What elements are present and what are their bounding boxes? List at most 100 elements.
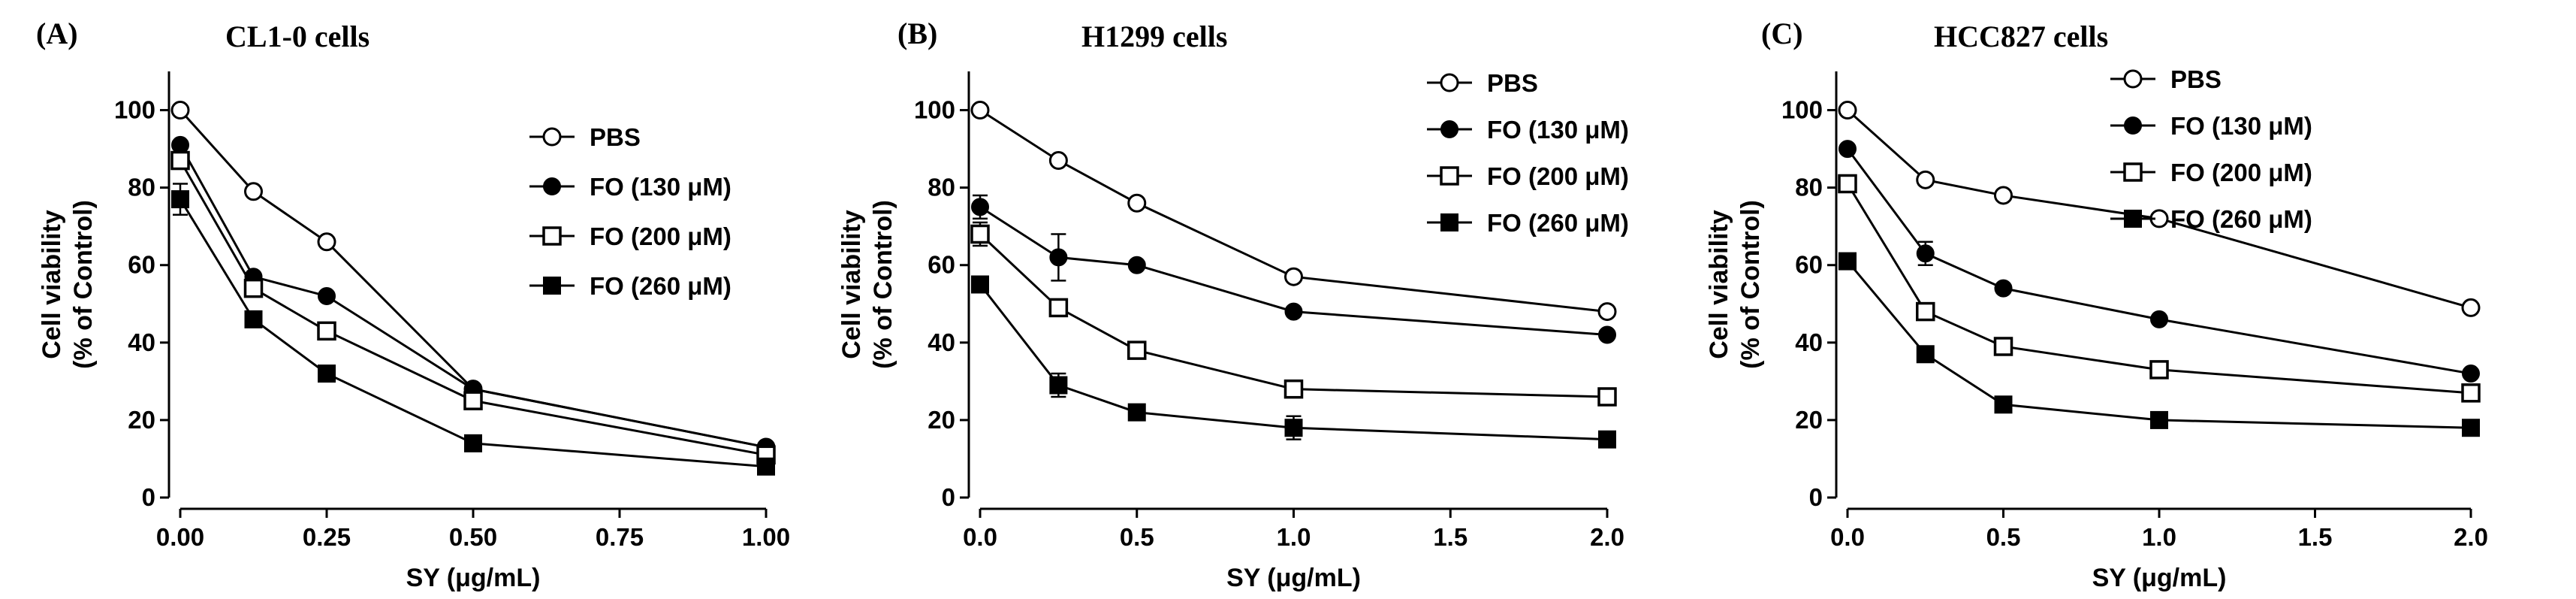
panel-label: (C) xyxy=(1761,17,1803,50)
data-point xyxy=(2149,360,2169,380)
data-point xyxy=(1597,302,1617,322)
data-point xyxy=(1284,267,1303,286)
data-point xyxy=(1049,376,1068,395)
legend-entry: PBS xyxy=(2110,65,2222,93)
x-tick-label: 1.00 xyxy=(742,523,790,551)
x-tick-label: 0.50 xyxy=(449,523,497,551)
panel-b: (B) H1299 cells 0 20 40 60 80 100 0.0 0.5 1.0 1.5 2.… xyxy=(837,17,1629,592)
legend-entry: FO (200 μM) xyxy=(529,222,731,250)
data-point xyxy=(1283,379,1304,399)
x-axis-title: SY (μg/mL) xyxy=(2092,564,2227,592)
x-tick-label: 2.0 xyxy=(1590,523,1624,551)
data-point xyxy=(1838,252,1857,271)
legend-marker xyxy=(2123,162,2143,182)
y-axis-title: Cell viability xyxy=(1705,210,1733,358)
data-point xyxy=(1994,279,2013,298)
data-point xyxy=(2462,419,2480,437)
legend-label: FO (130 μM) xyxy=(590,173,731,201)
data-point xyxy=(1916,345,1935,364)
y-tick-label: 0 xyxy=(942,483,955,511)
legend-label: FO (200 μM) xyxy=(1487,162,1629,190)
data-point xyxy=(971,275,989,294)
data-point xyxy=(1916,170,1935,189)
data-point xyxy=(1598,325,1616,344)
x-tick-label: 0.5 xyxy=(1986,523,2021,551)
series-pbs xyxy=(970,101,1617,322)
data-point xyxy=(1994,186,2013,205)
data-point xyxy=(971,198,989,216)
legend-marker xyxy=(542,127,562,147)
x-tick-label: 0.0 xyxy=(963,523,997,551)
legend-marker xyxy=(542,226,562,246)
x-axis-title: SY (μg/mL) xyxy=(1226,564,1361,592)
legend-label: PBS xyxy=(1487,69,1538,97)
y-axis-subtitle: (% of Control) xyxy=(69,200,98,369)
series-fo-260-m xyxy=(971,275,1616,449)
legend-marker xyxy=(1440,120,1458,138)
data-point xyxy=(171,190,189,209)
legend-label: FO (260 μM) xyxy=(1487,209,1629,237)
legend-label: FO (200 μM) xyxy=(2170,159,2312,186)
data-point xyxy=(1598,430,1616,449)
data-point xyxy=(170,150,190,171)
data-point xyxy=(317,321,336,341)
x-tick-label: 2.0 xyxy=(2454,523,2488,551)
y-tick-label: 0 xyxy=(142,483,155,511)
data-point xyxy=(1838,140,1857,159)
data-point xyxy=(1127,193,1147,213)
y-tick-label: 40 xyxy=(128,328,155,356)
legend-marker xyxy=(1440,166,1459,186)
data-point xyxy=(2461,383,2481,403)
y-tick-label: 100 xyxy=(114,96,155,124)
legend-entry: FO (130 μM) xyxy=(529,173,731,201)
data-point xyxy=(317,232,336,252)
data-point xyxy=(970,224,990,244)
panel-title: CL1-0 cells xyxy=(225,20,370,53)
data-point xyxy=(244,182,263,201)
y-tick-label: 20 xyxy=(1795,406,1823,434)
x-tick-label: 0.5 xyxy=(1120,523,1154,551)
data-point xyxy=(1993,337,2013,356)
x-tick-label: 1.0 xyxy=(2142,523,2176,551)
legend-label: FO (130 μM) xyxy=(2170,112,2312,140)
series-fo-200-m xyxy=(970,221,1617,407)
data-point xyxy=(318,286,336,305)
legend-entry: PBS xyxy=(529,123,641,151)
data-point xyxy=(1048,151,1068,171)
series-line xyxy=(1846,260,2472,429)
legend-label: FO (260 μM) xyxy=(590,272,731,300)
data-point xyxy=(1838,101,1857,120)
legend-marker xyxy=(2124,116,2142,135)
legend-marker xyxy=(2123,69,2143,89)
data-point xyxy=(170,101,190,120)
data-point xyxy=(1838,174,1857,194)
legend-label: FO (130 μM) xyxy=(1487,116,1629,144)
data-point xyxy=(463,391,483,410)
data-point xyxy=(2150,410,2168,429)
data-point xyxy=(1049,248,1068,267)
panel-c: (C) HCC827 cells 0 20 40 60 80 100 0.0 0.5 1.0 1.5 2… xyxy=(1705,17,2488,592)
data-point xyxy=(318,365,336,383)
legend-label: FO (260 μM) xyxy=(2170,205,2312,233)
y-tick-label: 0 xyxy=(1809,483,1823,511)
y-axis-subtitle: (% of Control) xyxy=(1736,200,1765,369)
y-axis-subtitle: (% of Control) xyxy=(869,200,897,369)
y-tick-label: 60 xyxy=(928,251,955,279)
series-fo-130-m xyxy=(971,194,1616,344)
series-fo-130-m xyxy=(1838,140,2480,383)
data-point xyxy=(1127,403,1146,422)
legend-entry: FO (130 μM) xyxy=(2110,112,2312,140)
y-tick-label: 40 xyxy=(1795,328,1823,356)
data-point xyxy=(1597,387,1617,407)
y-tick-label: 60 xyxy=(1795,251,1823,279)
data-point xyxy=(1127,340,1147,360)
series-fo-260-m xyxy=(171,183,775,476)
series-fo-260-m xyxy=(1838,252,2480,437)
legend-marker xyxy=(543,177,561,195)
y-tick-label: 20 xyxy=(128,406,155,434)
data-point xyxy=(1127,256,1146,274)
legend-marker xyxy=(543,277,561,295)
data-point xyxy=(1284,419,1303,437)
legend-entry: PBS xyxy=(1427,69,1538,97)
